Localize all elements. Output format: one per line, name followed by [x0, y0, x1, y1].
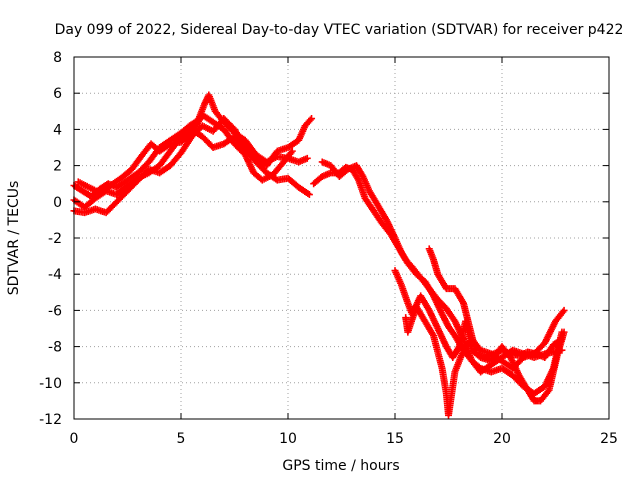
data-series-arc-9 [425, 245, 566, 361]
data-point [165, 141, 173, 149]
x-tick-label: 20 [493, 431, 511, 447]
y-tick-label: -4 [48, 267, 62, 283]
data-point [303, 154, 311, 162]
x-tick-label: 10 [279, 431, 297, 447]
data-point [288, 147, 296, 155]
axis-ticks [73, 56, 610, 420]
data-series [70, 91, 568, 419]
y-tick-label: 6 [53, 86, 62, 102]
data-series-arc-4 [74, 111, 296, 197]
data-point [558, 335, 566, 343]
y-tick-label: -6 [48, 303, 62, 319]
x-tick-label: 25 [600, 431, 618, 447]
data-point [308, 115, 316, 123]
data-series-arc-3 [70, 115, 316, 217]
y-tick-label: 2 [53, 159, 62, 175]
x-axis-label: GPS time / hours [282, 458, 399, 474]
data-point [560, 328, 568, 336]
chart-title: Day 099 of 2022, Sidereal Day-to-day VTE… [55, 22, 624, 38]
x-tick-label: 15 [386, 431, 404, 447]
x-tick-label: 0 [70, 431, 79, 447]
y-tick-label: 4 [53, 122, 62, 138]
y-axis-label: SDTVAR / TECUs [6, 181, 22, 296]
data-point [305, 191, 313, 199]
data-point [304, 190, 312, 198]
y-tick-label: 8 [53, 50, 62, 66]
data-point [560, 306, 568, 314]
data-point [556, 336, 564, 344]
y-tick-label: -10 [39, 376, 62, 392]
y-tick-label: -8 [48, 340, 62, 356]
x-tick-label: 5 [177, 431, 186, 447]
y-tick-label: 0 [53, 195, 62, 211]
data-point [306, 116, 314, 124]
y-tick-label: -12 [39, 412, 62, 428]
tick-labels: 0 5 10 15 20 25 -12 -10 -8 -6 -4 -2 0 2 4 6 8 [39, 50, 618, 447]
y-tick-label: -2 [48, 231, 62, 247]
